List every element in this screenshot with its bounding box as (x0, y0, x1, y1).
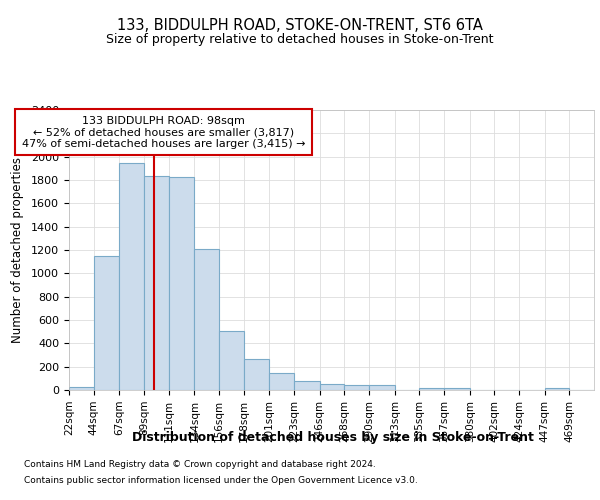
Text: Contains public sector information licensed under the Open Government Licence v3: Contains public sector information licen… (24, 476, 418, 485)
Text: Contains HM Land Registry data © Crown copyright and database right 2024.: Contains HM Land Registry data © Crown c… (24, 460, 376, 469)
Bar (144, 176, 169, 390)
Text: Distribution of detached houses by size in Stoke-on-Trent: Distribution of detached houses by size … (132, 431, 534, 444)
Y-axis label: Number of detached properties: Number of detached properties (11, 157, 24, 343)
Text: Size of property relative to detached houses in Stoke-on-Trent: Size of property relative to detached ho… (106, 32, 494, 46)
Bar (219, 330, 244, 390)
Text: 133 BIDDULPH ROAD: 98sqm
← 52% of detached houses are smaller (3,817)
47% of sem: 133 BIDDULPH ROAD: 98sqm ← 52% of detach… (22, 116, 305, 149)
Text: 133, BIDDULPH ROAD, STOKE-ON-TRENT, ST6 6TA: 133, BIDDULPH ROAD, STOKE-ON-TRENT, ST6 … (117, 18, 483, 32)
Bar (244, 359, 269, 390)
Bar (444, 388, 470, 390)
Bar (369, 386, 395, 390)
Bar (545, 388, 569, 390)
Bar (320, 384, 344, 390)
Bar (94, 256, 119, 390)
Bar (69, 386, 94, 390)
Bar (194, 249, 219, 390)
Bar (269, 372, 294, 390)
Bar (344, 385, 369, 390)
Bar (169, 176, 194, 390)
Bar (294, 380, 320, 390)
Bar (419, 388, 444, 390)
Bar (119, 162, 144, 390)
